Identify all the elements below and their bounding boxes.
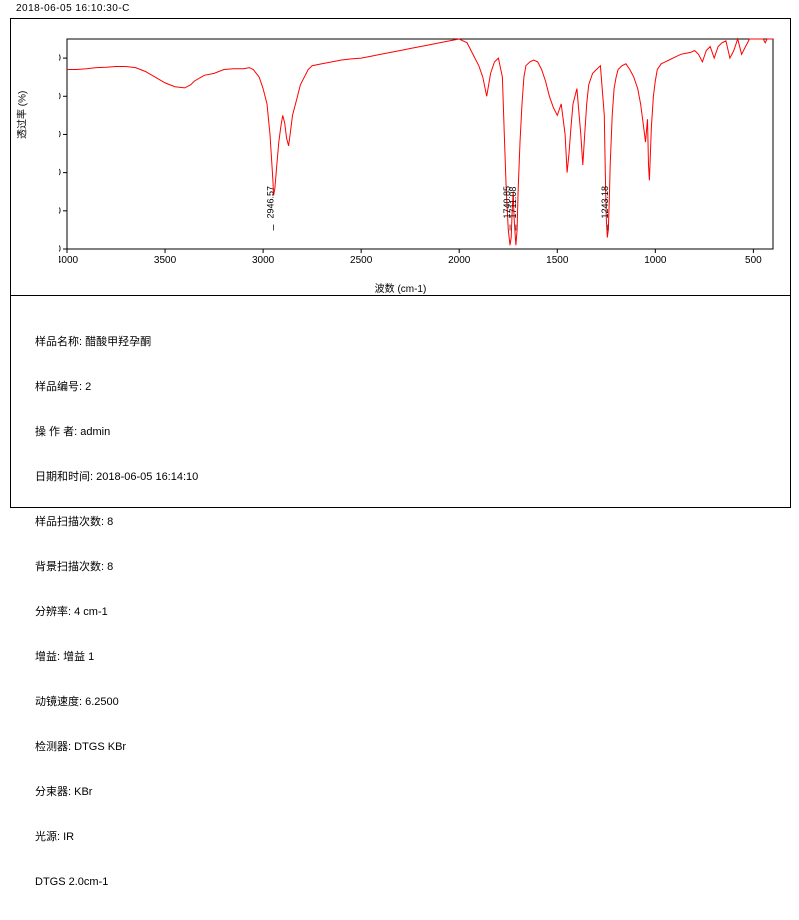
sample-no: 2	[85, 381, 91, 393]
bg-scans-label: 背景扫描次数:	[35, 561, 107, 573]
svg-text:80: 80	[59, 129, 61, 140]
sample-name: 醋酸甲羟孕酮	[85, 336, 151, 348]
metadata-panel: 样品名称: 醋酸甲羟孕酮 样品编号: 2 操 作 者: admin 日期和时间:…	[35, 305, 198, 920]
svg-text:2500: 2500	[350, 255, 373, 266]
svg-text:90: 90	[59, 91, 61, 102]
detector: DTGS KBr	[74, 741, 126, 753]
y-axis-label: 透过率 (%)	[14, 91, 29, 139]
operator-label: 操 作 者:	[35, 426, 80, 438]
svg-text:60: 60	[59, 206, 61, 217]
beamsplitter-label: 分束器:	[35, 786, 74, 798]
x-axis-label: 波数 (cm-1)	[375, 280, 427, 295]
resolution-label: 分辨率:	[35, 606, 74, 618]
svg-text:3000: 3000	[252, 255, 275, 266]
sample-no-label: 样品编号:	[35, 381, 85, 393]
svg-text:500: 500	[745, 255, 762, 266]
spectrum-chart: 透过率 (%) 波数 (cm-1) 4000 3500 3000 2500 2000 15…	[11, 19, 790, 296]
detector-label: 检测器:	[35, 741, 74, 753]
beamsplitter: KBr	[74, 786, 92, 798]
report-frame: 透过率 (%) 波数 (cm-1) 4000350030002500200015…	[10, 18, 791, 508]
svg-text:70: 70	[59, 168, 61, 179]
svg-text:1711.08: 1711.08	[508, 187, 518, 219]
svg-text:4000: 4000	[59, 255, 79, 266]
svg-text:100: 100	[59, 53, 61, 64]
svg-text:50: 50	[59, 244, 61, 255]
source: IR	[63, 831, 74, 843]
resolution: 4 cm-1	[74, 606, 108, 618]
sample-name-label: 样品名称:	[35, 336, 85, 348]
operator: admin	[80, 426, 110, 438]
svg-text:3500: 3500	[154, 255, 177, 266]
gain: 增益 1	[63, 651, 94, 663]
extra-line: DTGS 2.0cm-1	[35, 876, 108, 888]
sample-scans-label: 样品扫描次数:	[35, 516, 107, 528]
plot-area: 4000 3500 3000 2500 2000 1500 1000 500 50 60 70 80 9…	[59, 35, 777, 267]
header-timestamp: 2018-06-05 16:10:30-C	[16, 3, 130, 14]
datetime: 2018-06-05 16:14:10	[96, 471, 198, 483]
bg-scans: 8	[107, 561, 113, 573]
gain-label: 增益:	[35, 651, 63, 663]
svg-text:2000: 2000	[448, 255, 471, 266]
sample-scans: 8	[107, 516, 113, 528]
svg-text:1243.18: 1243.18	[600, 186, 610, 219]
svg-text:1000: 1000	[644, 255, 667, 266]
svg-text:1500: 1500	[546, 255, 569, 266]
source-label: 光源:	[35, 831, 63, 843]
svg-text:2946.57: 2946.57	[266, 186, 276, 219]
mirror-speed: 6.2500	[85, 696, 119, 708]
mirror-speed-label: 动镜速度:	[35, 696, 85, 708]
datetime-label: 日期和时间:	[35, 471, 96, 483]
